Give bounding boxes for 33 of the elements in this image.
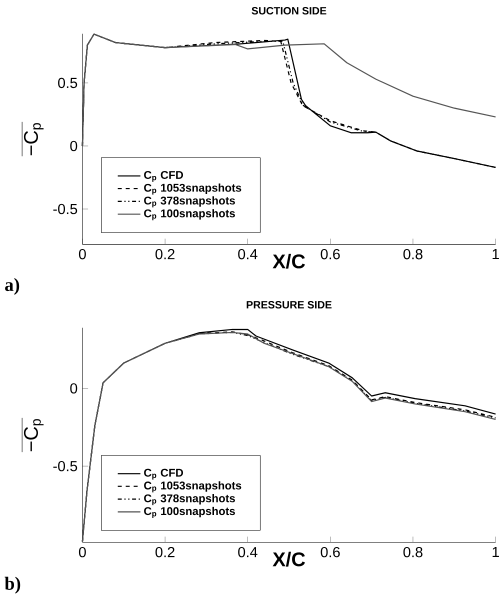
legend-label: C$_{p}$ 378snapshots (144, 196, 235, 208)
y-axis-title: −C$_{p}$ (24, 123, 44, 156)
x-tick-label: 0.2 (155, 249, 174, 260)
legend-label: C$_{p}$ 1053snapshots (144, 481, 242, 492)
x-tick-label: 0.8 (403, 546, 422, 558)
x-tick-label: 0.2 (155, 546, 174, 558)
y-tick-label: -0.5 (53, 204, 78, 214)
legend-label: C$_{p}$ 100snapshots (144, 209, 235, 220)
x-axis-title: X/C (272, 552, 305, 567)
chart-title: PRESSURE SIDE (246, 301, 332, 309)
chart-title: SUCTION SIDE (252, 7, 326, 15)
text: b) (4, 576, 20, 594)
x-axis-title: X/C (272, 254, 305, 269)
x-tick-label: 1 (492, 546, 499, 557)
x-tick-label: 0.8 (403, 249, 422, 260)
y-tick-label: 0.5 (58, 78, 78, 88)
x-tick-label: 0.6 (320, 249, 340, 260)
legend-label: C$_{p}$ CFD (144, 468, 183, 480)
y-tick-label: 0 (70, 140, 78, 152)
legend-label: C$_{p}$ 378snapshots (144, 494, 235, 506)
x-tick-label: 1 (492, 249, 499, 260)
x-tick-label: 0 (78, 546, 86, 558)
y-axis-title: −C$_{p}$ (24, 419, 44, 452)
x-tick-label: 0.4 (238, 249, 258, 260)
legend-label: C$_{p}$ CFD (144, 171, 183, 182)
legend-label: C$_{p}$ 100snapshots (144, 506, 235, 518)
x-tick-label: 0 (78, 249, 86, 260)
x-tick-label: 0.6 (320, 546, 340, 558)
text: a) (5, 278, 20, 295)
y-tick-label: 0 (70, 383, 78, 394)
x-tick-label: 0.4 (238, 546, 258, 558)
y-tick-label: -0.5 (53, 460, 78, 472)
legend-label: C$_{p}$ 1053snapshots (144, 184, 242, 195)
